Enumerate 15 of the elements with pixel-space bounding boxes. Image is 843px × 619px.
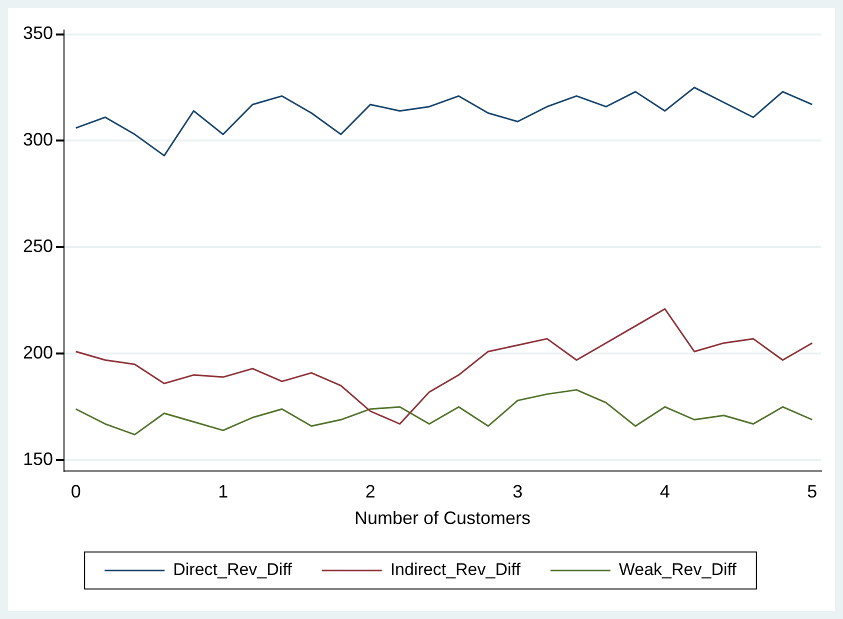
x-tick-label: 1 xyxy=(218,482,228,502)
y-tick-label: 200 xyxy=(22,342,54,363)
x-tick-label: 2 xyxy=(365,482,376,502)
x-tick-label: 4 xyxy=(660,482,670,502)
x-tick-label: 5 xyxy=(807,482,818,502)
x-tick-label: 0 xyxy=(70,482,81,502)
y-tick-label: 250 xyxy=(22,236,54,256)
y-tick-label: 350 xyxy=(22,23,54,44)
legend-label: Direct_Rev_Diff xyxy=(173,560,292,580)
x-tick-label: 3 xyxy=(512,482,523,502)
x-axis-title: Number of Customers xyxy=(354,508,531,528)
legend-label: Weak_Rev_Diff xyxy=(618,560,737,580)
y-tick-label: 150 xyxy=(22,449,54,470)
legend-label: Indirect_Rev_Diff xyxy=(390,560,521,580)
y-tick-label: 300 xyxy=(22,130,54,150)
